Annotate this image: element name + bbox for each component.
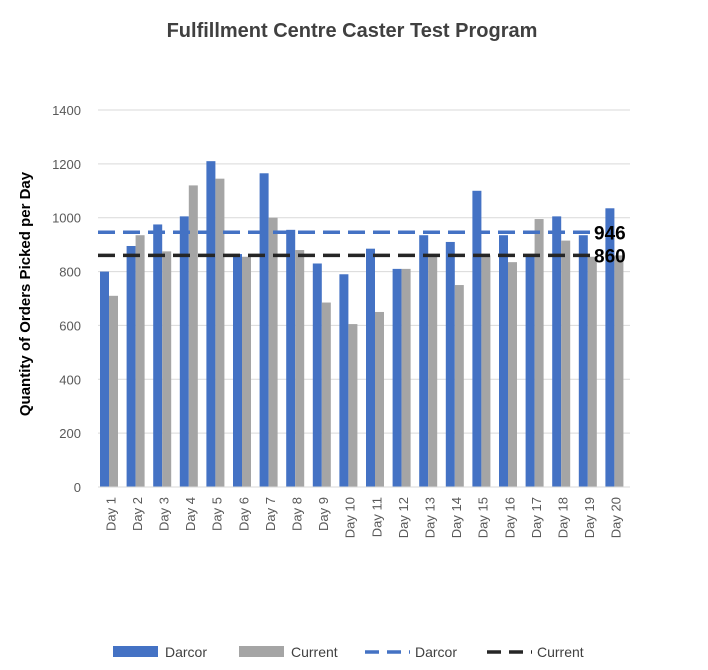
x-tick-label: Day 11	[369, 497, 384, 537]
bar-current-11	[375, 311, 384, 487]
x-tick-label: Day 16	[502, 497, 517, 538]
x-tick-label: Day 10	[343, 497, 358, 538]
y-tick-label: 200	[59, 426, 81, 441]
y-axis-label: Quantity of Orders Picked per Day	[17, 171, 34, 416]
x-tick-label: Day 7	[263, 497, 278, 531]
x-tick-label: Day 15	[476, 497, 491, 538]
legend-label-line-current: Current	[537, 644, 584, 660]
bar-current-12	[401, 268, 411, 487]
y-tick-label: 1400	[52, 103, 81, 118]
bar-darcor-4	[179, 216, 189, 487]
x-tick-label: Day 1	[103, 497, 118, 531]
bar-current-6	[242, 256, 251, 487]
y-tick-label: 1200	[52, 157, 81, 172]
bar-darcor-9	[312, 263, 322, 487]
legend-swatch-bar-darcor	[113, 646, 158, 657]
bar-current-4	[188, 185, 198, 487]
y-tick-label: 1000	[52, 211, 81, 226]
legend-label-line-darcor: Darcor	[415, 644, 457, 660]
bar-darcor-2	[126, 245, 136, 487]
bar-current-9	[321, 302, 331, 487]
x-tick-label: Day 2	[130, 497, 145, 531]
bar-current-1	[109, 295, 118, 487]
bar-darcor-13	[419, 235, 429, 487]
bar-current-14	[454, 285, 464, 487]
bar-darcor-5	[206, 161, 216, 487]
bar-current-10	[348, 324, 358, 487]
bar-darcor-16	[499, 235, 508, 487]
bar-darcor-8	[286, 229, 296, 487]
y-tick-label: 800	[59, 265, 81, 280]
bar-current-7	[268, 217, 278, 487]
bar-darcor-19	[578, 235, 588, 487]
bar-darcor-10	[339, 274, 349, 487]
x-tick-label: Day 5	[210, 497, 225, 531]
gridlines	[98, 109, 630, 434]
bar-current-3	[162, 251, 172, 487]
y-tick-label: 0	[74, 480, 81, 495]
bar-darcor-7	[259, 173, 269, 487]
x-tick-label: Day 19	[582, 497, 597, 538]
bars	[100, 161, 624, 488]
bar-darcor-17	[525, 255, 535, 487]
x-tick-label: Day 13	[423, 497, 438, 538]
legend-label-bar-current: Current	[291, 644, 338, 660]
bar-darcor-20	[605, 208, 615, 487]
y-tick-label: 600	[59, 318, 81, 333]
chart-title: Fulfillment Centre Caster Test Program	[167, 20, 538, 42]
bar-darcor-18	[552, 216, 562, 487]
bar-darcor-15	[472, 190, 482, 488]
bar-current-18	[561, 240, 571, 487]
x-tick-label: Day 3	[157, 497, 172, 531]
x-tick-label: Day 18	[556, 497, 571, 538]
bar-current-8	[295, 250, 305, 487]
x-tick-label: Day 8	[290, 497, 305, 531]
bar-darcor-3	[153, 224, 163, 488]
reference-label-current: 860	[594, 246, 626, 267]
x-tick-label: Day 17	[529, 497, 544, 538]
x-tick-label: Day 12	[396, 497, 411, 538]
bar-current-20	[614, 255, 624, 487]
legend-swatch-bar-current	[239, 646, 284, 657]
y-axis-ticks: 0 200 400 600 800 1000 1200 1400	[52, 103, 81, 495]
bar-current-13	[428, 255, 438, 487]
bar-darcor-12	[392, 268, 402, 487]
bar-current-5	[215, 178, 225, 488]
x-tick-label: Day 9	[316, 497, 331, 531]
bar-darcor-1	[100, 271, 109, 487]
bar-darcor-11	[366, 248, 375, 487]
x-tick-label: Day 4	[183, 497, 198, 531]
x-axis-ticks: Day 1 Day 2 Day 3 Day 4 Day 5 Day 6 Day 7 Day 8…	[103, 497, 623, 538]
reference-label-darcor: 946	[594, 223, 626, 244]
legend: Darcor Current Darcor Current	[113, 644, 584, 660]
bar-current-15	[481, 255, 491, 487]
x-tick-label: Day 14	[449, 497, 464, 538]
bar-current-17	[534, 219, 544, 487]
bar-darcor-14	[445, 241, 455, 487]
x-tick-label: Day 20	[609, 497, 624, 538]
bar-current-2	[135, 235, 145, 487]
bar-current-16	[508, 262, 517, 487]
y-tick-label: 400	[59, 372, 81, 387]
legend-label-bar-darcor: Darcor	[165, 644, 207, 660]
x-tick-label: Day 6	[236, 497, 251, 531]
bar-current-19	[587, 256, 597, 487]
bar-darcor-6	[233, 254, 242, 487]
